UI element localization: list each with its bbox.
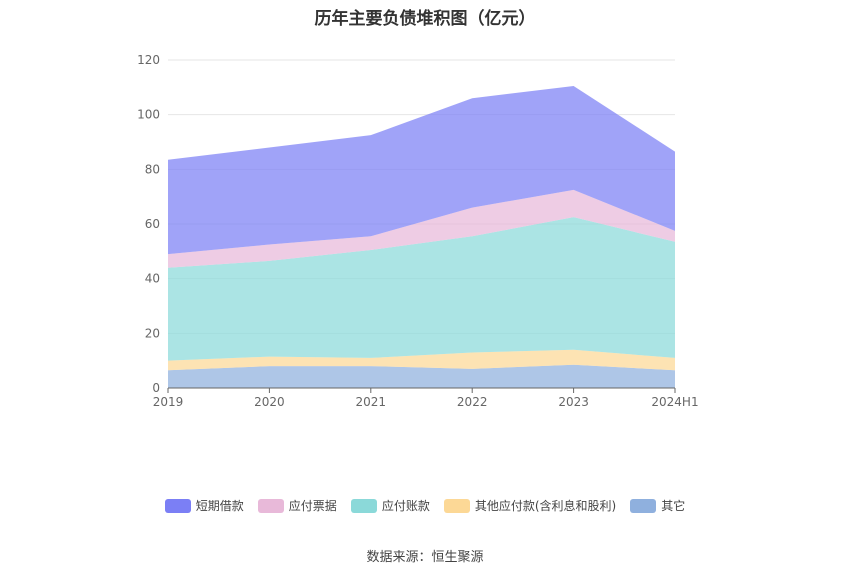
legend-swatch: [257, 498, 284, 513]
area-其它: [168, 364, 675, 388]
y-tick-label: 0: [152, 381, 160, 395]
legend-swatch: [630, 498, 657, 513]
y-tick-label: 80: [145, 162, 160, 176]
data-source: 数据来源：恒生聚源: [366, 550, 484, 565]
legend: 短期借款 应付票据 应付账款 其他应付款(含利息和股利) 其它: [0, 497, 850, 514]
legend-label: 其他应付款(含利息和股利): [474, 499, 617, 513]
legend-item[interactable]: 其它: [630, 497, 685, 514]
area-series: [168, 85, 675, 388]
area-其他应付款(含利息和股利): [168, 349, 675, 371]
legend-swatch: [443, 498, 470, 513]
chart-title: 历年主要负债堆积图（亿元）: [314, 9, 536, 29]
legend-swatch: [350, 498, 377, 513]
axes: 0 20 40 60 80 100 120 2019 2020 2021 2022 2023 2024H…: [137, 53, 699, 409]
y-tick-label: 20: [145, 326, 160, 340]
legend-swatch: [164, 498, 191, 513]
area-应付账款: [168, 217, 675, 361]
area-应付票据: [168, 189, 675, 268]
x-tick-label: 2020: [254, 395, 285, 409]
x-tick-label: 2021: [356, 395, 387, 409]
legend-label: 其它: [661, 499, 686, 513]
legend-label: 短期借款: [195, 499, 244, 513]
legend-item[interactable]: 其他应付款(含利息和股利): [443, 497, 617, 514]
legend-item[interactable]: 应付账款: [350, 497, 430, 514]
y-tick-label: 60: [145, 217, 160, 231]
legend-label: 应付票据: [288, 499, 337, 513]
x-tick-label: 2023: [558, 395, 589, 409]
y-tick-label: 120: [137, 53, 160, 67]
legend-label: 应付账款: [381, 499, 430, 513]
y-tick-label: 100: [137, 108, 160, 122]
x-tick-label: 2022: [457, 395, 488, 409]
area-短期借款: [168, 85, 675, 255]
legend-item[interactable]: 应付票据: [257, 497, 337, 514]
x-tick-label: 2024H1: [651, 395, 698, 409]
y-tick-label: 40: [145, 272, 160, 286]
x-tick-label: 2019: [153, 395, 184, 409]
legend-item[interactable]: 短期借款: [164, 497, 244, 514]
